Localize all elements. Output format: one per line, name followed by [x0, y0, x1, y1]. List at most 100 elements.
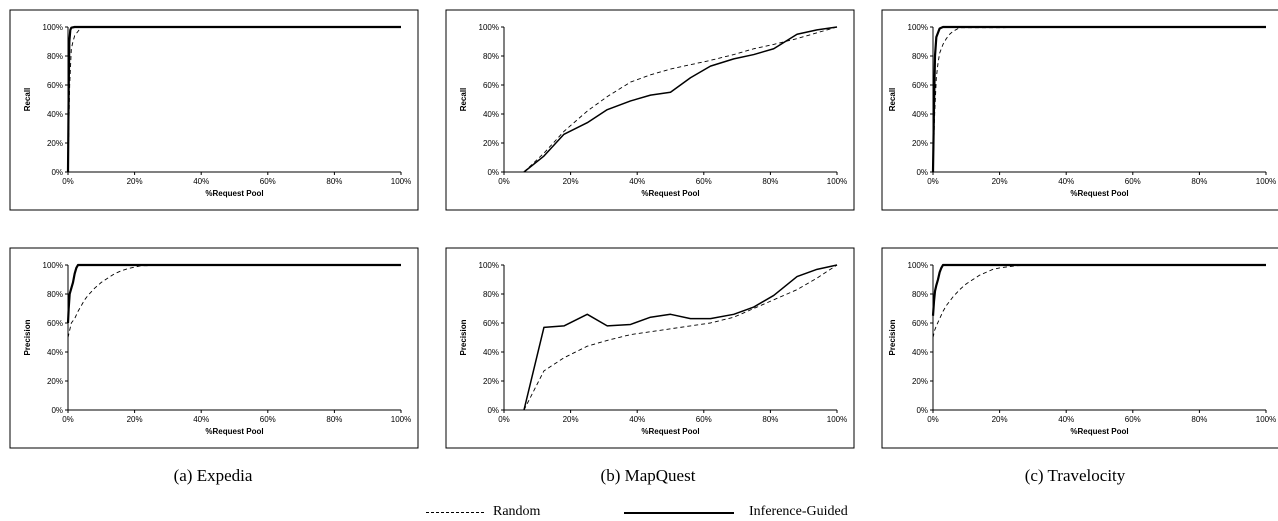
- series-inference-guided-line: [931, 263, 1266, 316]
- y-tick-label: 80%: [483, 290, 499, 299]
- x-axis-label: %Request Pool: [205, 427, 263, 436]
- y-tick-label: 60%: [912, 319, 928, 328]
- y-tick-label: 0%: [487, 406, 499, 415]
- x-tick-label: 0%: [498, 177, 510, 186]
- y-tick-label: 0%: [51, 406, 63, 415]
- legend-random-swatch: [426, 512, 484, 513]
- chart-mapquest-precision: 0% 20% 40% 60% 80% 100% 0% 20% 40% 60% 80% 100% %Req…: [445, 247, 855, 449]
- x-tick-label: 80%: [1191, 415, 1207, 424]
- series-random-line: [67, 264, 202, 338]
- x-tick-label: 100%: [827, 415, 847, 424]
- y-tick-label: 40%: [912, 348, 928, 357]
- y-tick-label: 100%: [479, 261, 499, 270]
- x-tick-label: 60%: [260, 177, 276, 186]
- x-tick-label: 0%: [62, 177, 74, 186]
- legend-guided-swatch: [624, 512, 734, 514]
- x-tick-label: 80%: [326, 415, 342, 424]
- series-random-line: [523, 26, 838, 173]
- legend-random-label: Random: [493, 504, 541, 519]
- y-axis-label: Recall: [459, 88, 468, 112]
- panel-frame: [9, 247, 419, 449]
- y-tick-label: 80%: [912, 290, 928, 299]
- chart-travelocity-recall: 0% 20% 40% 60% 80% 100% 0% 20% 40% 60% 80% 100% %Req…: [881, 9, 1278, 211]
- chart-mapquest-recall: 0% 20% 40% 60% 80% 100% 0% 20% 40% 60% 80% 100% %Req…: [445, 9, 855, 211]
- x-axis-label: %Request Pool: [1070, 189, 1128, 198]
- x-tick-label: 60%: [696, 415, 712, 424]
- y-axis-label: Precision: [459, 319, 468, 355]
- x-tick-label: 80%: [1191, 177, 1207, 186]
- y-axis-label: Precision: [23, 319, 32, 355]
- x-tick-label: 100%: [391, 415, 411, 424]
- y-tick-label: 100%: [908, 23, 928, 32]
- x-tick-label: 20%: [127, 177, 143, 186]
- legend-guided-label: Inference-Guided: [749, 504, 848, 519]
- x-tick-label: 20%: [127, 415, 143, 424]
- y-tick-label: 100%: [43, 23, 63, 32]
- panel-frame: [445, 247, 855, 449]
- y-tick-label: 0%: [487, 168, 499, 177]
- y-tick-label: 0%: [51, 168, 63, 177]
- series-random-line: [523, 264, 838, 411]
- x-axis-label: %Request Pool: [1070, 427, 1128, 436]
- x-axis-label: %Request Pool: [641, 189, 699, 198]
- x-tick-label: 40%: [629, 415, 645, 424]
- x-tick-label: 80%: [326, 177, 342, 186]
- x-tick-label: 20%: [992, 177, 1008, 186]
- y-tick-label: 20%: [47, 139, 63, 148]
- x-tick-label: 0%: [927, 415, 939, 424]
- x-tick-label: 0%: [498, 415, 510, 424]
- x-tick-label: 80%: [762, 415, 778, 424]
- y-tick-label: 80%: [483, 52, 499, 61]
- y-tick-label: 100%: [43, 261, 63, 270]
- y-tick-label: 40%: [47, 348, 63, 357]
- y-tick-label: 60%: [47, 81, 63, 90]
- y-tick-label: 100%: [479, 23, 499, 32]
- series-inference-guided-line: [931, 25, 1266, 173]
- chart-expedia-recall: 0% 20% 40% 60% 80% 100% 0% 20% 40% 60% 80% 100% %Req…: [9, 9, 419, 211]
- x-tick-label: 0%: [62, 415, 74, 424]
- x-tick-label: 100%: [391, 177, 411, 186]
- x-tick-label: 40%: [193, 415, 209, 424]
- x-tick-label: 100%: [1256, 177, 1276, 186]
- x-axis-label: %Request Pool: [205, 189, 263, 198]
- x-tick-label: 20%: [563, 177, 579, 186]
- x-tick-label: 20%: [992, 415, 1008, 424]
- y-tick-label: 60%: [483, 81, 499, 90]
- chart-expedia-precision: 0% 20% 40% 60% 80% 100% 0% 20% 40% 60% 80% 100% %Req…: [9, 247, 419, 449]
- y-tick-label: 80%: [912, 52, 928, 61]
- x-tick-label: 40%: [1058, 177, 1074, 186]
- x-tick-label: 60%: [696, 177, 712, 186]
- x-tick-label: 60%: [1125, 415, 1141, 424]
- y-axis-label: Precision: [888, 319, 897, 355]
- caption-travelocity: (c) Travelocity: [1024, 466, 1126, 485]
- caption-mapquest: (b) MapQuest: [600, 466, 696, 485]
- panel-frame: [9, 9, 419, 211]
- series-inference-guided-line: [66, 25, 401, 173]
- x-axis-label: %Request Pool: [641, 427, 699, 436]
- y-tick-label: 20%: [47, 377, 63, 386]
- x-tick-label: 100%: [1256, 415, 1276, 424]
- y-tick-label: 60%: [483, 319, 499, 328]
- panel-frame: [881, 247, 1278, 449]
- x-tick-label: 60%: [1125, 177, 1141, 186]
- y-tick-label: 40%: [483, 348, 499, 357]
- y-tick-label: 40%: [912, 110, 928, 119]
- x-tick-label: 40%: [193, 177, 209, 186]
- x-tick-label: 80%: [762, 177, 778, 186]
- series-random-line: [932, 264, 1266, 338]
- x-tick-label: 100%: [827, 177, 847, 186]
- y-tick-label: 60%: [47, 319, 63, 328]
- panel-frame: [445, 9, 855, 211]
- x-tick-label: 40%: [629, 177, 645, 186]
- y-tick-label: 100%: [908, 261, 928, 270]
- y-tick-label: 80%: [47, 290, 63, 299]
- caption-expedia: (a) Expedia: [173, 466, 253, 485]
- y-axis-label: Recall: [888, 88, 897, 112]
- y-tick-label: 40%: [483, 110, 499, 119]
- y-tick-label: 20%: [912, 139, 928, 148]
- y-axis-label: Recall: [23, 88, 32, 112]
- series-random-line: [932, 26, 1267, 173]
- y-tick-label: 40%: [47, 110, 63, 119]
- y-tick-label: 20%: [912, 377, 928, 386]
